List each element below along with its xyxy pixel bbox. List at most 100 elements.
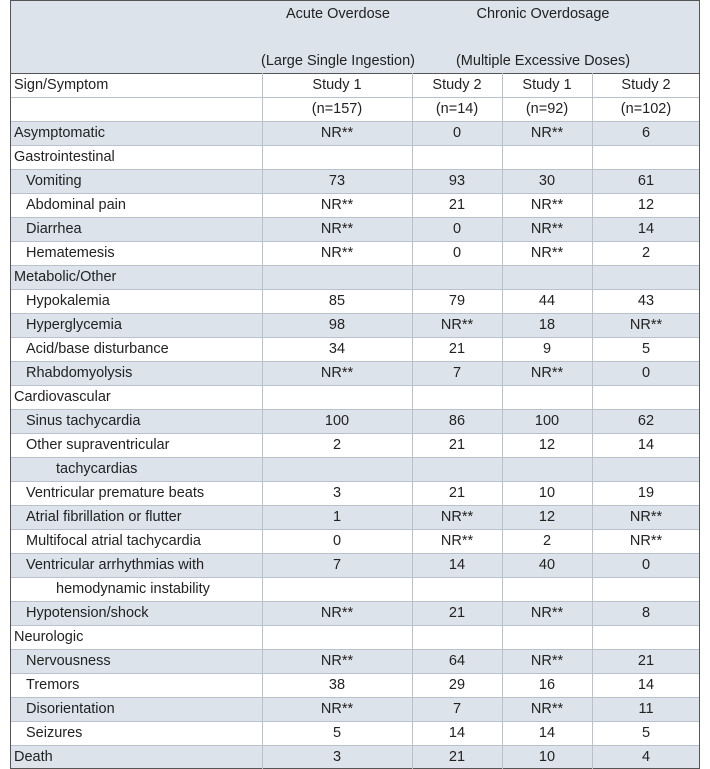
cell-value: 100 bbox=[324, 413, 350, 429]
row-shade bbox=[10, 505, 700, 529]
row-label: Hematemesis bbox=[26, 245, 115, 261]
cell-value: NR** bbox=[320, 605, 354, 621]
cell-value: 86 bbox=[448, 413, 466, 429]
column-n: (n=92) bbox=[525, 101, 569, 117]
group-subtitle: (Multiple Excessive Doses) bbox=[455, 53, 631, 69]
cell-value: 2 bbox=[641, 245, 651, 261]
column-header: Study 1 bbox=[522, 77, 572, 93]
cell-value: 18 bbox=[538, 317, 556, 333]
cell-value: 79 bbox=[448, 293, 466, 309]
cell-value: NR** bbox=[530, 653, 564, 669]
col-line bbox=[592, 73, 593, 769]
header-band bbox=[10, 0, 700, 73]
cell-value: 6 bbox=[641, 125, 651, 141]
row-label: Sinus tachycardia bbox=[26, 413, 141, 429]
group-subtitle: (Large Single Ingestion) bbox=[261, 53, 415, 69]
cell-value: 0 bbox=[452, 221, 462, 237]
row-label: Diarrhea bbox=[26, 221, 82, 237]
row-shade bbox=[10, 121, 700, 145]
row-label: Acid/base disturbance bbox=[26, 341, 169, 357]
row-label: Ventricular premature beats bbox=[26, 485, 205, 501]
cell-value: 98 bbox=[328, 317, 346, 333]
column-header: Study 1 bbox=[312, 77, 362, 93]
row-line bbox=[10, 481, 700, 482]
col-line bbox=[10, 0, 11, 769]
row-line bbox=[10, 265, 700, 266]
cell-value: NR** bbox=[440, 509, 474, 525]
row-line bbox=[10, 385, 700, 386]
cell-value: 38 bbox=[328, 677, 346, 693]
row-line bbox=[10, 97, 700, 98]
cell-value: NR** bbox=[440, 317, 474, 333]
cell-value: 9 bbox=[542, 341, 552, 357]
cell-value: 2 bbox=[542, 533, 552, 549]
row-label: Other supraventricular bbox=[26, 437, 170, 453]
cell-value: 5 bbox=[641, 341, 651, 357]
cell-value: 3 bbox=[332, 485, 342, 501]
row-label: Hyperglycemia bbox=[26, 317, 122, 333]
row-label: Tremors bbox=[26, 677, 80, 693]
row-label: Disorientation bbox=[26, 701, 115, 717]
row-line bbox=[10, 193, 700, 194]
cell-value: NR** bbox=[530, 125, 564, 141]
row-line bbox=[10, 457, 700, 458]
cell-value: 21 bbox=[448, 341, 466, 357]
row-line bbox=[10, 505, 700, 506]
cell-value: 14 bbox=[448, 557, 466, 573]
row-label: Gastrointestinal bbox=[14, 149, 115, 165]
cell-value: NR** bbox=[320, 125, 354, 141]
cell-value: 62 bbox=[637, 413, 655, 429]
cell-value: 7 bbox=[332, 557, 342, 573]
group-title: Acute Overdose bbox=[286, 6, 390, 22]
cell-value: 21 bbox=[448, 485, 466, 501]
cell-value: 1 bbox=[332, 509, 342, 525]
row-shade bbox=[10, 169, 700, 193]
row-line bbox=[10, 673, 700, 674]
cell-value: 93 bbox=[448, 173, 466, 189]
cell-value: NR** bbox=[530, 245, 564, 261]
cell-value: 21 bbox=[448, 749, 466, 765]
cell-value: 34 bbox=[328, 341, 346, 357]
row-line bbox=[10, 745, 700, 746]
cell-value: 3 bbox=[332, 749, 342, 765]
row-line bbox=[10, 577, 700, 578]
row-line bbox=[10, 529, 700, 530]
row-line bbox=[10, 121, 700, 122]
row-line bbox=[10, 289, 700, 290]
row-line bbox=[10, 601, 700, 602]
row-line bbox=[10, 553, 700, 554]
cell-value: NR** bbox=[440, 533, 474, 549]
row-shade bbox=[10, 601, 700, 625]
cell-value: 12 bbox=[538, 509, 556, 525]
row-line bbox=[10, 409, 700, 410]
row-line bbox=[10, 625, 700, 626]
cell-value: 14 bbox=[637, 437, 655, 453]
row-shade bbox=[10, 697, 700, 721]
column-header: Study 2 bbox=[621, 77, 671, 93]
cell-value: NR** bbox=[320, 245, 354, 261]
row-label: Multifocal atrial tachycardia bbox=[26, 533, 201, 549]
cell-value: 12 bbox=[637, 197, 655, 213]
row-line bbox=[10, 649, 700, 650]
cell-value: 100 bbox=[534, 413, 560, 429]
row-label: Death bbox=[14, 749, 53, 765]
cell-value: NR** bbox=[320, 221, 354, 237]
column-n: (n=14) bbox=[435, 101, 479, 117]
cell-value: NR** bbox=[629, 317, 663, 333]
row-label: Vomiting bbox=[26, 173, 82, 189]
row-label: Seizures bbox=[26, 725, 83, 741]
cell-value: NR** bbox=[530, 605, 564, 621]
row-shade bbox=[10, 553, 700, 577]
row-shade bbox=[10, 313, 700, 337]
cell-value: 21 bbox=[448, 437, 466, 453]
top-line bbox=[10, 0, 700, 1]
col-line bbox=[262, 73, 263, 769]
cell-value: 73 bbox=[328, 173, 346, 189]
row-shade bbox=[10, 409, 700, 433]
row-label: Nervousness bbox=[26, 653, 111, 669]
row-line bbox=[10, 169, 700, 170]
cell-value: 21 bbox=[448, 605, 466, 621]
cell-value: 40 bbox=[538, 557, 556, 573]
row-label: Ventricular arrhythmias with bbox=[26, 557, 205, 573]
row-line bbox=[10, 697, 700, 698]
